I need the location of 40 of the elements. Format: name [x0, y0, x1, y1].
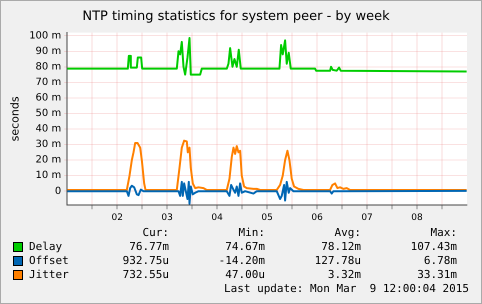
text: Avg: [334, 226, 361, 239]
y-tick-label: 40 m [36, 124, 62, 135]
text: Max: [430, 226, 457, 239]
text: 76.77m [128, 240, 169, 253]
text: 732.55u [122, 268, 169, 281]
text: -14.20m [218, 254, 265, 267]
y-tick-label: 80 m [36, 61, 62, 72]
y-tick-label: 50 m [36, 108, 62, 120]
text: 107.43m [410, 240, 457, 253]
legend-label: Offset [29, 254, 69, 267]
text: Cur: [142, 226, 169, 239]
y-tick-label: 20 m [36, 154, 62, 166]
text: 47.00u [224, 268, 265, 281]
text: 33.31m [416, 268, 457, 281]
x-tick-label: 05 [261, 212, 273, 223]
y-tick-label: 70 m [36, 76, 62, 88]
text: 127.78u [314, 254, 361, 267]
text: 3.32m [326, 268, 361, 281]
x-tick-label: 03 [161, 212, 173, 223]
x-tick-label: 04 [211, 212, 224, 223]
legend-label: Delay [29, 240, 62, 253]
x-tick-label: 06 [311, 212, 324, 223]
y-tick-label: 90 m [36, 46, 62, 57]
text: Last update: Mon Mar 9 12:00:04 2015 [222, 282, 469, 295]
legend-label: Jitter [29, 268, 69, 281]
y-tick-label: 60 m [36, 92, 62, 104]
y-axis-title: seconds [8, 96, 22, 142]
text: 932.75u [122, 254, 169, 267]
x-tick-label: 02 [111, 212, 123, 223]
text: 6.78m [422, 254, 457, 267]
text: Min: [238, 226, 265, 239]
y-tick-label: 0 [54, 186, 62, 197]
y-tick-label: 100 m [29, 30, 62, 42]
x-tick-label: 08 [411, 212, 424, 223]
x-tick-label: 07 [361, 212, 373, 223]
y-tick-label: 10 m [36, 170, 62, 182]
text: 74.67m [224, 240, 265, 253]
text: 78.12m [320, 240, 361, 253]
chart-title: NTP timing statistics for system peer - by week [82, 9, 390, 24]
y-tick-label: 30 m [36, 139, 62, 150]
